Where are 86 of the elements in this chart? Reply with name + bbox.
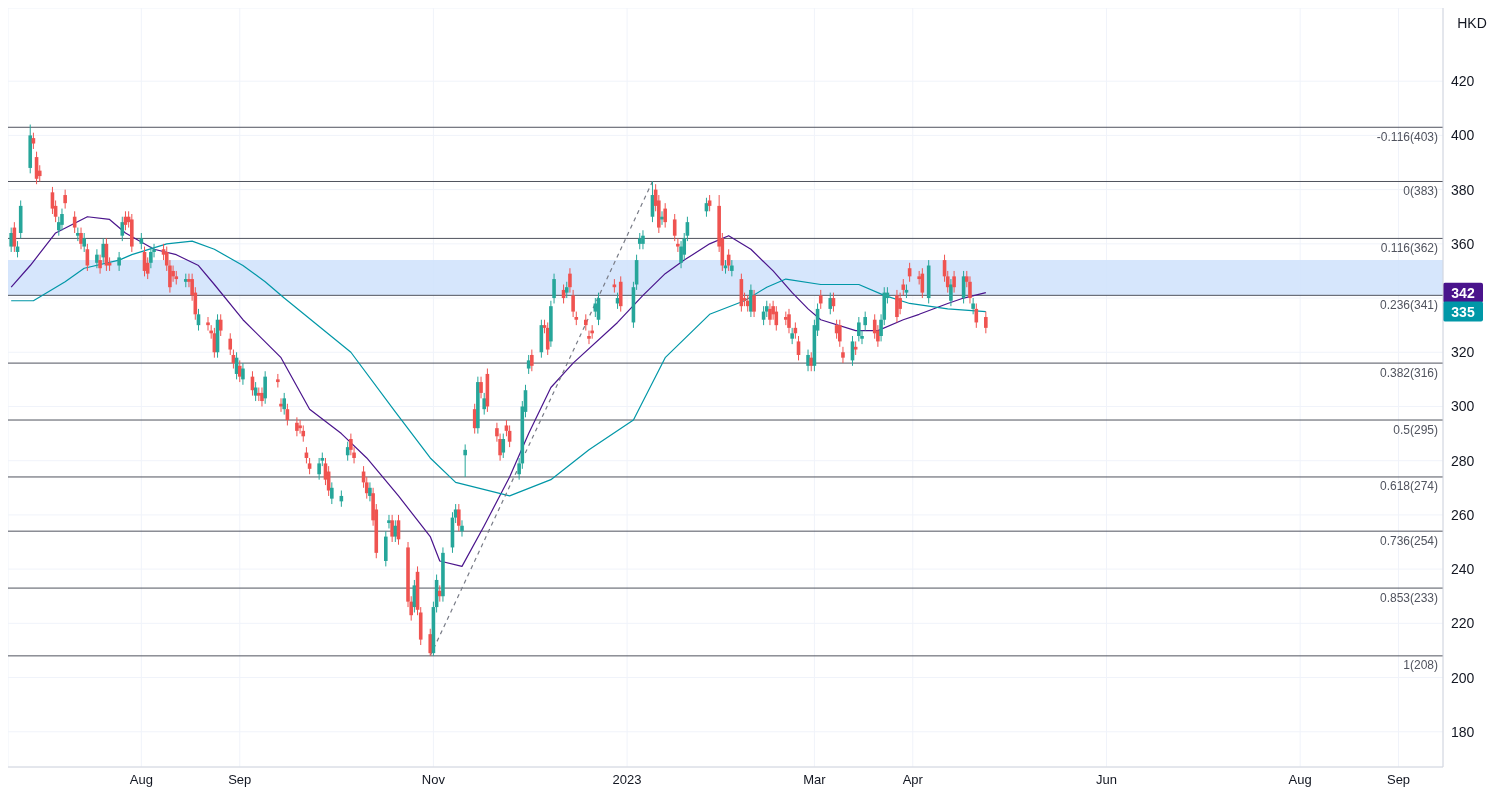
candlestick — [330, 481, 334, 505]
y-tick-label: 240 — [1451, 561, 1475, 578]
x-tick-label: Jun — [1095, 772, 1117, 788]
candlestick — [218, 313, 223, 337]
candlestick — [828, 292, 833, 315]
candlestick — [98, 254, 102, 275]
y-tick-label: 420 — [1451, 73, 1475, 90]
candlestick — [676, 237, 680, 253]
candlestick — [237, 359, 242, 383]
candlestick — [895, 289, 899, 323]
candlestick — [479, 376, 483, 399]
candlestick — [95, 248, 99, 269]
candlestick — [463, 443, 467, 478]
candlestick — [530, 349, 534, 372]
candlestick — [837, 319, 842, 348]
x-tick-label: Mar — [803, 772, 827, 788]
x-tick-label: Nov — [421, 772, 446, 788]
candlestick — [863, 311, 867, 332]
y-tick-label: 200 — [1451, 669, 1475, 686]
ref-line-label: 0(383) — [1403, 184, 1438, 199]
candlestick — [117, 251, 121, 272]
candlestick — [672, 213, 677, 242]
candlestick — [971, 297, 975, 315]
candlestick — [593, 297, 598, 318]
candlestick — [968, 275, 972, 304]
x-tick-label: Sep — [228, 772, 252, 788]
ref-line-label: 0.853(233) — [1379, 590, 1438, 605]
y-axis-title: HKD — [1457, 14, 1487, 31]
y-tick-label: 300 — [1451, 398, 1475, 415]
x-tick-label: Aug — [129, 772, 153, 788]
y-tick-label: 280 — [1451, 452, 1475, 469]
candlestick — [345, 441, 350, 462]
candlestick — [317, 457, 321, 481]
candlestick — [526, 354, 531, 375]
candlestick — [63, 189, 67, 210]
candlestick — [149, 246, 153, 269]
line-series — [10, 240, 987, 497]
candlestick — [752, 289, 756, 318]
y-tick-label: 180 — [1451, 723, 1475, 740]
candlestick — [295, 416, 299, 437]
candlestick — [774, 305, 779, 332]
candlestick — [228, 332, 233, 356]
candlestick — [841, 346, 845, 364]
y-tick-label: 400 — [1451, 127, 1475, 144]
candlestick — [276, 373, 280, 388]
ref-line-label: -0.116(403) — [1376, 129, 1438, 144]
candlestick — [101, 237, 106, 264]
x-tick-label: Aug — [1288, 772, 1312, 788]
y-tick-label: 360 — [1451, 235, 1475, 252]
ref-line-label: 0.618(274) — [1379, 479, 1438, 494]
ref-line-label: 0.236(341) — [1379, 297, 1438, 312]
candlestick — [460, 519, 464, 538]
candlestick — [390, 514, 394, 543]
annotation: 335 — [1451, 303, 1475, 320]
x-tick-label: Apr — [902, 772, 924, 788]
candlestick — [857, 316, 861, 342]
candlestick — [501, 433, 506, 459]
candlestick — [263, 370, 267, 405]
ref-line-label: 0.5(295) — [1393, 422, 1438, 437]
y-tick-label: 380 — [1451, 181, 1475, 198]
candlestick — [428, 628, 433, 657]
annotation: 342 — [1451, 284, 1475, 301]
candlestick — [120, 216, 125, 242]
candlestick — [9, 227, 13, 253]
candlestick — [952, 270, 956, 294]
candlestick — [806, 349, 810, 372]
candlestick — [482, 392, 487, 416]
ref-line-label: 0.116(362) — [1380, 240, 1438, 255]
candlestick — [82, 232, 86, 253]
x-tick-label: Sep — [1386, 772, 1411, 788]
candlestick — [663, 202, 667, 229]
x-tick-label: 2023 — [612, 772, 642, 788]
ref-line-label: 0.382(316) — [1379, 365, 1438, 380]
line-series — [10, 216, 987, 568]
candlestick — [984, 311, 988, 334]
y-tick-label: 320 — [1451, 344, 1475, 361]
candlestick — [241, 362, 245, 386]
candlestick — [387, 514, 391, 529]
candlestick — [818, 289, 823, 310]
ref-line-label: 1(208) — [1403, 658, 1438, 673]
candlestick — [949, 278, 953, 307]
y-tick-label: 220 — [1451, 615, 1475, 632]
y-tick-label: 260 — [1451, 506, 1475, 523]
candlestick — [206, 316, 210, 332]
candlestick — [368, 481, 372, 502]
ref-line-label: 0.736(254) — [1379, 533, 1438, 548]
